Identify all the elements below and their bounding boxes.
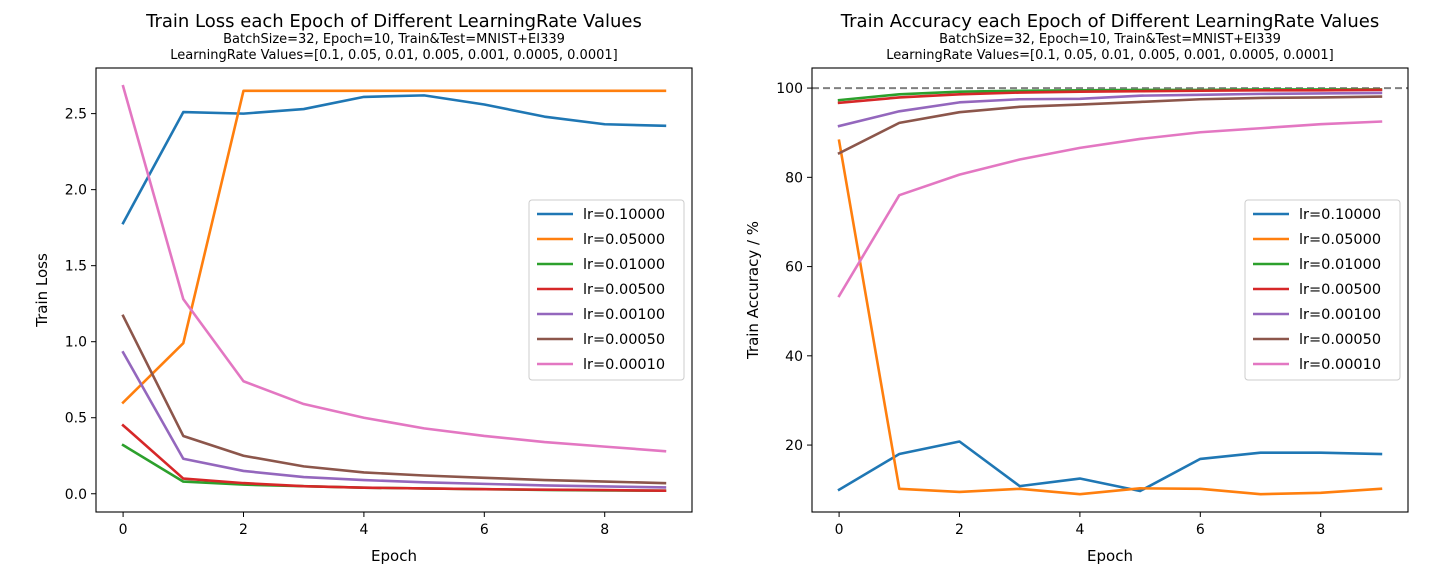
axes-frame <box>95 67 693 513</box>
x-tick-label: 4 <box>359 522 368 538</box>
y-axis-label: Train Accuracy / % <box>744 221 762 360</box>
x-tick-label: 8 <box>600 522 609 538</box>
legend-entry-label: lr=0.00050 <box>583 332 665 348</box>
x-tick-label: 6 <box>480 522 489 538</box>
legend-entry-label: lr=0.05000 <box>583 232 665 248</box>
legend: lr=0.10000 lr=0.05000 lr=0.01000 lr=0.00500… <box>1244 199 1401 381</box>
x-axis-label: Epoch <box>371 547 417 565</box>
series-line-lr-0-00100 <box>837 91 1383 128</box>
x-tick-label: 6 <box>1196 522 1205 538</box>
series-line-lr-0-05000 <box>121 89 667 405</box>
legend-entry-label: lr=0.00010 <box>583 357 665 373</box>
legend: lr=0.10000 lr=0.05000 lr=0.01000 lr=0.00500… <box>528 199 685 381</box>
legend-box <box>1244 199 1401 381</box>
chart-panel-train-accuracy: Train Accuracy each Epoch of Different L… <box>744 11 1409 565</box>
legend-entry-label: lr=0.10000 <box>1299 207 1381 223</box>
x-tick-label: 0 <box>119 522 128 538</box>
y-tick-label: 20 <box>785 438 803 454</box>
series-line-lr-0-00010 <box>121 84 667 453</box>
series-line-lr-0-00050 <box>837 95 1383 155</box>
legend-entry-label: lr=0.10000 <box>583 207 665 223</box>
series-line-lr-0-00100 <box>121 350 667 489</box>
legend-entry-label: lr=0.00100 <box>1299 307 1381 323</box>
series-line-lr-0-00500 <box>121 423 667 493</box>
axes-frame <box>811 67 1409 513</box>
y-axis-label: Train Loss <box>33 253 51 328</box>
x-tick-label: 4 <box>1075 522 1084 538</box>
legend-entry-label: lr=0.00500 <box>1299 282 1381 298</box>
chart-panel-train-loss: Train Loss each Epoch of Different Learn… <box>33 11 693 565</box>
legend-entry-label: lr=0.00100 <box>583 307 665 323</box>
y-tick-label: 100 <box>776 81 803 97</box>
y-tick-label: 40 <box>785 349 803 365</box>
legend-entry-label: lr=0.00050 <box>1299 332 1381 348</box>
x-tick-label: 2 <box>239 522 248 538</box>
chart-subtitle-line2: LearningRate Values=[0.1, 0.05, 0.01, 0.… <box>886 48 1333 63</box>
y-tick-label: 0.5 <box>65 411 87 427</box>
series-line-lr-0-05000 <box>837 139 1383 496</box>
legend-entry-label: lr=0.00500 <box>583 282 665 298</box>
x-tick-label: 8 <box>1316 522 1325 538</box>
y-tick-label: 1.0 <box>65 335 87 351</box>
legend-entry-label: lr=0.01000 <box>1299 257 1381 273</box>
legend-entry-label: lr=0.01000 <box>583 257 665 273</box>
chart-title: Train Loss each Epoch of Different Learn… <box>145 11 642 32</box>
series-line-lr-0-10000 <box>837 440 1383 493</box>
y-tick-label: 80 <box>785 170 803 186</box>
chart-title: Train Accuracy each Epoch of Different L… <box>840 11 1379 32</box>
y-tick-label: 2.0 <box>65 183 87 199</box>
chart-subtitle-line2: LearningRate Values=[0.1, 0.05, 0.01, 0.… <box>170 48 617 63</box>
legend-entry-label: lr=0.00010 <box>1299 357 1381 373</box>
y-tick-label: 0.0 <box>65 487 87 503</box>
x-axis-label: Epoch <box>1087 547 1133 565</box>
series-line-lr-0-00500 <box>837 88 1383 105</box>
legend-box <box>528 199 685 381</box>
series-line-lr-0-00010 <box>837 120 1383 298</box>
series-line-lr-0-10000 <box>121 94 667 225</box>
legend-entry-label: lr=0.05000 <box>1299 232 1381 248</box>
x-tick-label: 2 <box>955 522 964 538</box>
x-tick-label: 0 <box>835 522 844 538</box>
series-line-lr-0-00050 <box>121 314 667 485</box>
chart-subtitle-line1: BatchSize=32, Epoch=10, Train&Test=MNIST… <box>223 32 565 47</box>
y-tick-label: 1.5 <box>65 259 87 275</box>
chart-subtitle-line1: BatchSize=32, Epoch=10, Train&Test=MNIST… <box>939 32 1281 47</box>
y-tick-label: 2.5 <box>65 107 87 123</box>
y-tick-label: 60 <box>785 260 803 276</box>
